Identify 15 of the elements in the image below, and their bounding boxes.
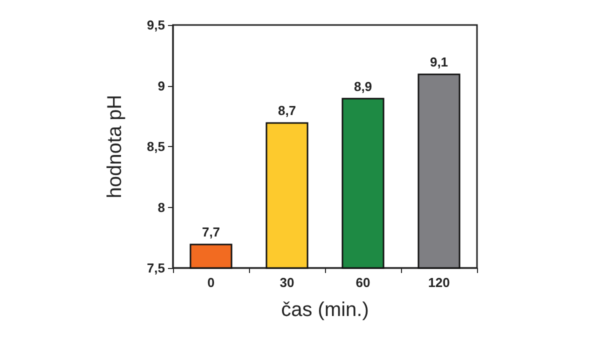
x-tick-label: 60	[356, 275, 370, 290]
y-tick-label: 7,5	[146, 260, 165, 276]
y-tick-label: 8	[158, 200, 165, 215]
y-tick-label: 9	[158, 78, 165, 94]
x-tick-label: 30	[280, 275, 294, 290]
data-label: 7,7	[202, 224, 220, 240]
x-tick-label: 120	[428, 275, 450, 290]
y-axis-title: hodnota pH	[104, 94, 126, 198]
x-tick-label: 0	[207, 275, 215, 290]
x-axis-title: čas (min.)	[281, 299, 369, 321]
y-tick-label: 9,5	[146, 18, 165, 32]
data-label: 8,9	[354, 78, 372, 94]
data-label: 9,1	[430, 54, 448, 70]
data-label: 8,7	[278, 103, 296, 118]
y-tick-label: 8,5	[146, 139, 165, 154]
